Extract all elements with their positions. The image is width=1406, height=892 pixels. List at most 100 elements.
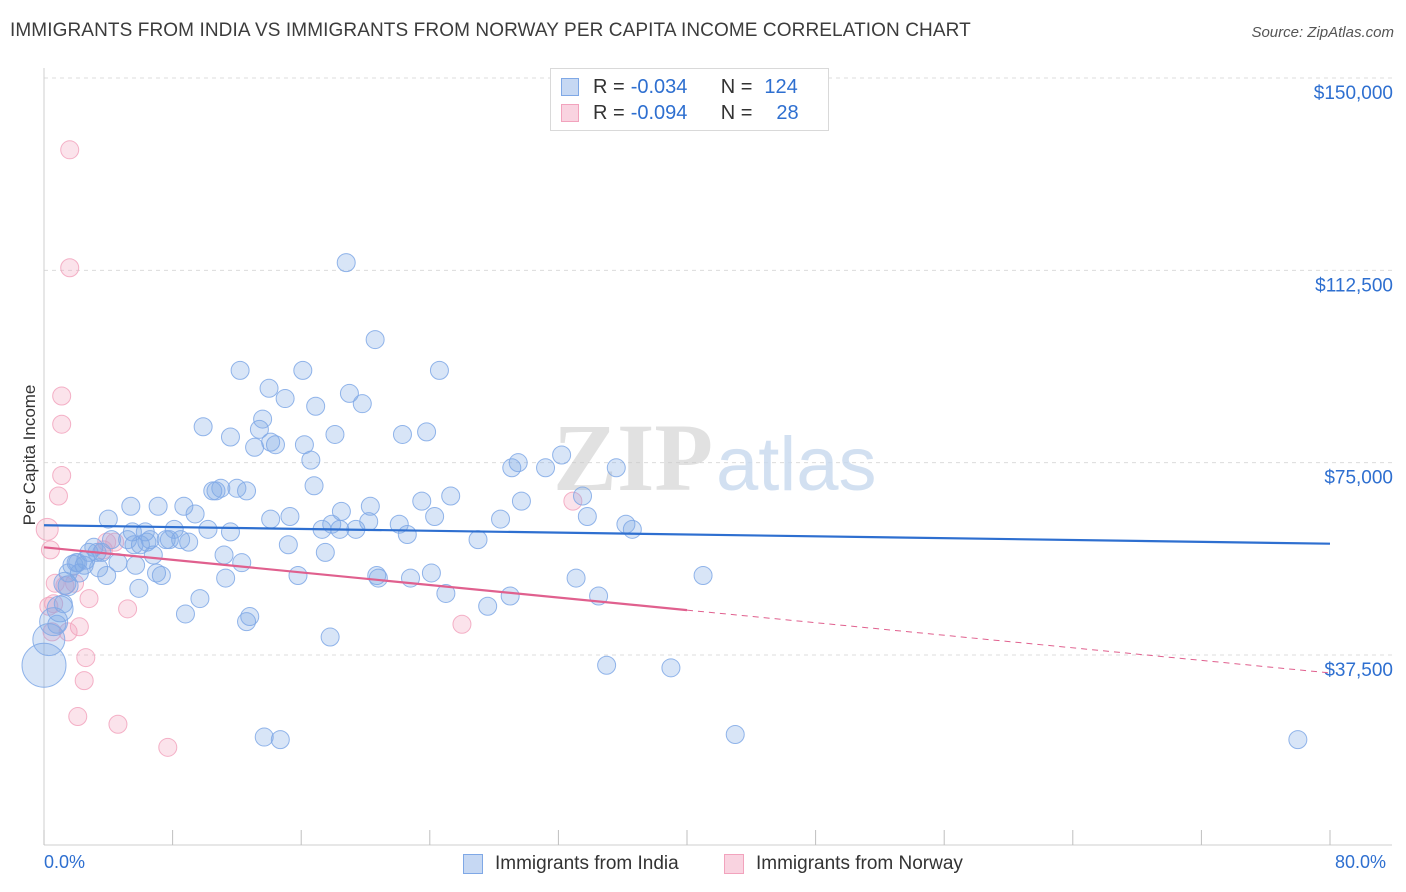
india-point (511, 491, 531, 511)
norway-point (58, 622, 78, 642)
india-point (174, 496, 194, 516)
norway-point (35, 517, 59, 541)
norway-point (118, 599, 138, 619)
india-point (725, 724, 745, 744)
norway-point (69, 617, 89, 637)
india-point (216, 568, 236, 588)
india-point (151, 566, 171, 586)
india-point (367, 566, 387, 586)
india-point (220, 427, 240, 447)
india-point (230, 360, 250, 380)
chart-title: IMMIGRANTS FROM INDIA VS IMMIGRANTS FROM… (10, 20, 971, 41)
norway-point (108, 714, 128, 734)
watermark-zip: ZIP (553, 404, 713, 511)
india-point (389, 514, 409, 534)
india-point (47, 614, 67, 634)
india-point (359, 512, 379, 532)
india-point (478, 596, 498, 616)
india-point (185, 504, 205, 524)
india-point (536, 458, 556, 478)
india-point (249, 419, 269, 439)
india-point (331, 501, 351, 521)
norway-point (158, 737, 178, 757)
india-point (606, 458, 626, 478)
norway-point (40, 540, 60, 560)
y-tick-label-0: $37,500 (1324, 660, 1393, 681)
bottom-legend-india: Immigrants from India (463, 851, 679, 877)
india-point (140, 530, 160, 550)
india-point (552, 445, 572, 465)
india-point (339, 383, 359, 403)
trend-line-1 (43, 546, 688, 612)
india-point (304, 476, 324, 496)
legend-row-india: R = -0.034 N = 124 (561, 75, 798, 99)
india-point (622, 519, 642, 539)
watermark-atlas: atlas (716, 422, 877, 507)
india-point (164, 519, 184, 539)
india-point (214, 545, 234, 565)
india-point (508, 453, 528, 473)
india-point (566, 568, 586, 588)
india-point (288, 566, 308, 586)
bottom-india-swatch (463, 854, 483, 874)
india-point (360, 496, 380, 516)
india-point (240, 607, 260, 627)
india-point (102, 530, 122, 550)
india-point (577, 507, 597, 527)
india-point (129, 578, 149, 598)
india-point (661, 658, 681, 678)
norway-r-value: -0.094 (630, 101, 688, 124)
india-point (336, 253, 356, 273)
india-point (232, 553, 252, 573)
india-point (325, 424, 345, 444)
india-point (306, 396, 326, 416)
india-point (441, 486, 461, 506)
india-r-label: R = (593, 75, 625, 98)
bottom-india-label: Immigrants from India (495, 853, 679, 874)
india-point (179, 532, 199, 552)
india-point (97, 566, 117, 586)
india-point (500, 586, 520, 606)
india-point (203, 481, 223, 501)
india-point (245, 437, 265, 457)
norway-point (52, 386, 72, 406)
watermark: ZIP atlas (553, 404, 877, 511)
india-point (278, 535, 298, 555)
india-point (171, 530, 191, 550)
india-point (597, 655, 617, 675)
india-point (124, 535, 144, 555)
india-point (253, 409, 273, 429)
norway-point (79, 589, 99, 609)
india-point (352, 394, 372, 414)
norway-point (52, 465, 72, 485)
india-point (425, 507, 445, 527)
india-point (53, 571, 77, 595)
y-tick-label-3: $150,000 (1314, 83, 1393, 104)
india-point (68, 553, 88, 573)
norway-point (563, 491, 583, 511)
india-point (193, 417, 213, 437)
india-point (53, 594, 73, 614)
india-point (693, 566, 713, 586)
india-point (417, 422, 437, 442)
india-point (429, 360, 449, 380)
source-label: Source: ZipAtlas.com (1251, 24, 1394, 41)
india-point (1288, 730, 1308, 750)
bottom-norway-label: Immigrants from Norway (756, 853, 963, 874)
india-point (491, 509, 511, 529)
india-point (58, 563, 78, 583)
bottom-legend-norway: Immigrants from Norway (724, 851, 963, 877)
bottom-norway-swatch (724, 854, 744, 874)
india-point (148, 496, 168, 516)
norway-point (52, 414, 72, 434)
india-point (365, 330, 385, 350)
norway-point (97, 532, 117, 552)
india-point (159, 530, 179, 550)
india-point (468, 530, 488, 550)
india-point (261, 509, 281, 529)
norway-point (68, 707, 88, 727)
correlation-legend: R = -0.034 N = 124 R = -0.094 N = 28 (550, 68, 829, 131)
x-tick-label-max: 80.0% (1335, 852, 1387, 872)
india-point (502, 458, 522, 478)
